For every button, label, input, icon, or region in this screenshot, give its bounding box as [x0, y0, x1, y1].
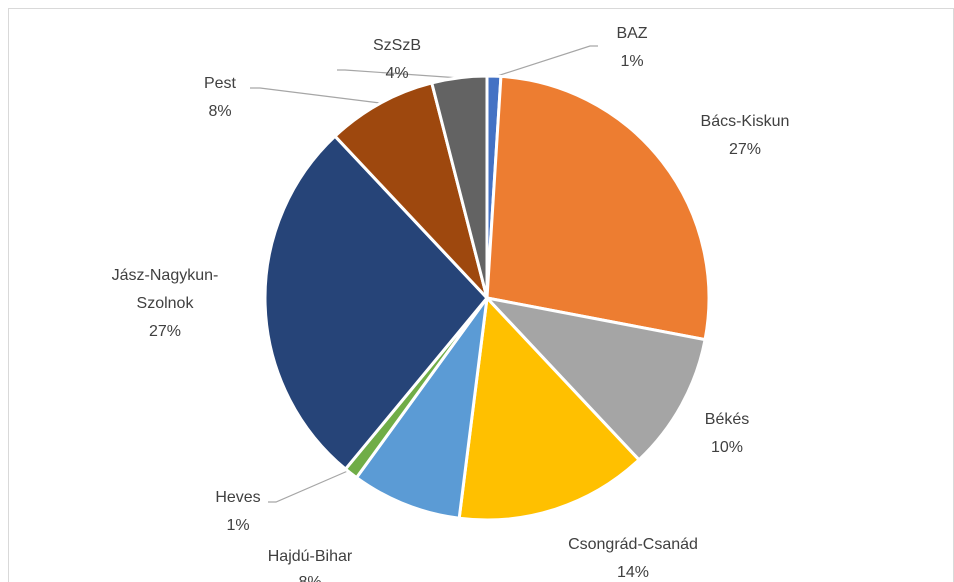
category-label: Heves — [215, 489, 261, 506]
leader-lines — [250, 45, 598, 503]
category-label: Békés — [704, 411, 750, 428]
data-label: SzSzB 4% — [317, 32, 477, 88]
percent-label: 1% — [620, 53, 644, 70]
category-label: Pest — [203, 75, 236, 92]
leader-line — [268, 469, 351, 503]
pie-slice — [457, 296, 641, 522]
leader-line — [250, 87, 381, 104]
pie-slice — [485, 74, 711, 342]
category-label: Csongrád-Csanád — [568, 536, 698, 553]
pie-slice — [430, 74, 489, 300]
data-label: BAZ 1% — [552, 20, 712, 76]
pie-slice — [333, 81, 489, 300]
percent-label: 8% — [208, 103, 232, 120]
category-label: Bács-Kiskun — [700, 113, 790, 130]
data-label: Pest 8% — [140, 70, 300, 126]
data-label: Heves 1% — [158, 484, 318, 540]
data-label: Hajdú-Bihar 8% — [230, 544, 390, 582]
leader-line — [337, 69, 461, 79]
pie-slice — [355, 296, 489, 520]
percent-label: 14% — [616, 564, 650, 581]
pie-slice — [263, 134, 489, 471]
data-label: Jász-Nagykun-Szolnok 27% — [105, 262, 225, 346]
leader-line — [493, 45, 598, 78]
percent-label: 27% — [148, 323, 182, 340]
category-label: SzSzB — [372, 37, 421, 54]
data-label: Bács-Kiskun 27% — [665, 108, 825, 164]
percent-label: 27% — [728, 141, 762, 158]
percent-label: 8% — [230, 570, 390, 582]
data-label: Csongrád-Csanád 14% — [553, 531, 713, 582]
percent-label: 1% — [226, 517, 250, 534]
percent-label: 4% — [385, 65, 409, 82]
category-label: BAZ — [616, 25, 648, 42]
category-label: Hajdú-Bihar — [267, 548, 353, 565]
data-label: Békés 10% — [647, 406, 807, 462]
pie-slice — [485, 296, 707, 462]
category-label: Jász-Nagykun-Szolnok — [111, 267, 219, 312]
percent-label: 10% — [710, 439, 744, 456]
